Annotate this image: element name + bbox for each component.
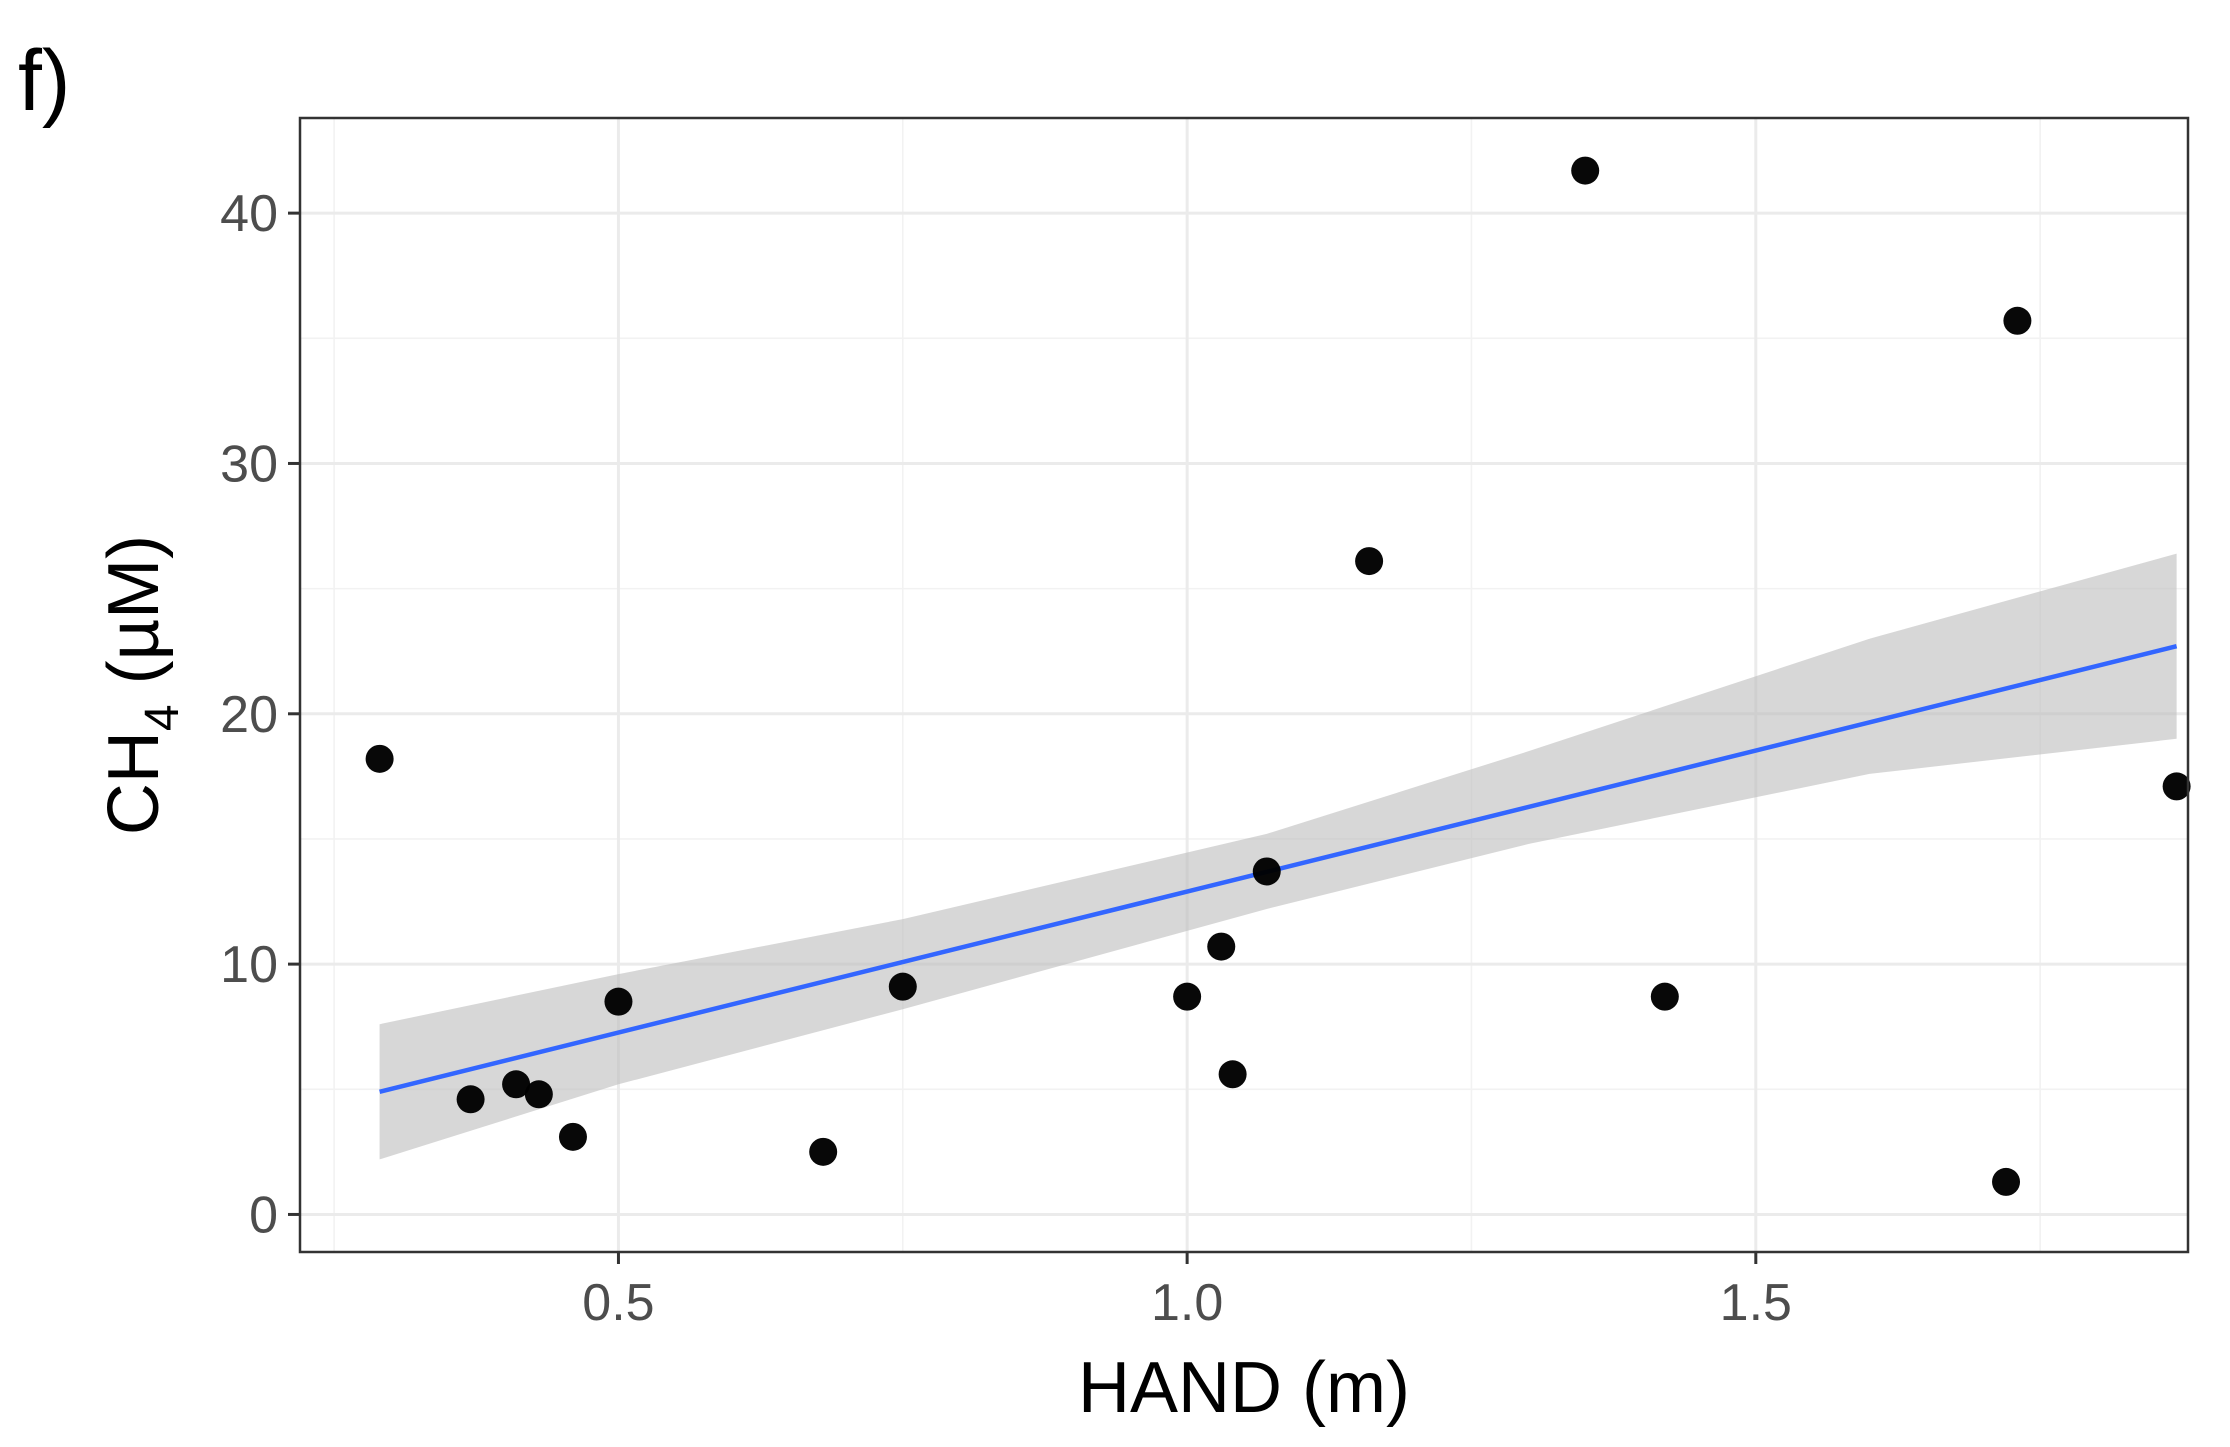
y-axis: 0 10 20 30 40: [220, 185, 300, 1244]
data-point-9: [1207, 932, 1236, 961]
data-point-17: [2162, 772, 2191, 801]
data-point-0: [365, 744, 394, 773]
y-axis-title-unit: (µM): [94, 535, 174, 704]
data-points: [365, 156, 2191, 1196]
x-axis-title: HAND (m): [1078, 1348, 1410, 1428]
confidence-band: [379, 553, 2177, 1160]
y-axis-title: CH4 (µM): [94, 535, 189, 835]
panel-label: f): [18, 33, 71, 129]
data-point-5: [604, 987, 633, 1016]
data-point-8: [1173, 982, 1202, 1011]
data-point-15: [1992, 1167, 2021, 1196]
y-axis-title-subscript: 4: [136, 704, 189, 731]
y-tick-label: 0: [249, 1186, 278, 1244]
data-point-12: [1355, 547, 1384, 576]
minor-gridlines: [300, 118, 2188, 1252]
data-point-3: [524, 1080, 553, 1109]
data-point-7: [888, 972, 917, 1001]
x-axis: 0.5 1.0 1.5: [582, 1252, 1792, 1332]
x-tick-label: 1.0: [1151, 1274, 1223, 1332]
y-tick-label: 40: [220, 185, 278, 243]
data-point-11: [1252, 857, 1281, 886]
x-tick-label: 1.5: [1720, 1274, 1792, 1332]
data-point-2: [502, 1070, 531, 1099]
y-tick-label: 20: [220, 686, 278, 744]
plot-border: [298, 116, 2190, 1254]
y-tick-label: 30: [220, 435, 278, 493]
x-tick-label: 0.5: [582, 1274, 654, 1332]
y-axis-title-main: CH: [94, 731, 174, 835]
data-point-10: [1218, 1060, 1247, 1089]
data-point-4: [558, 1122, 587, 1151]
data-point-6: [809, 1137, 838, 1166]
y-tick-label: 10: [220, 936, 278, 994]
data-point-16: [2003, 306, 2032, 335]
data-point-14: [1650, 982, 1679, 1011]
data-point-13: [1571, 156, 1600, 185]
data-point-1: [456, 1085, 485, 1114]
